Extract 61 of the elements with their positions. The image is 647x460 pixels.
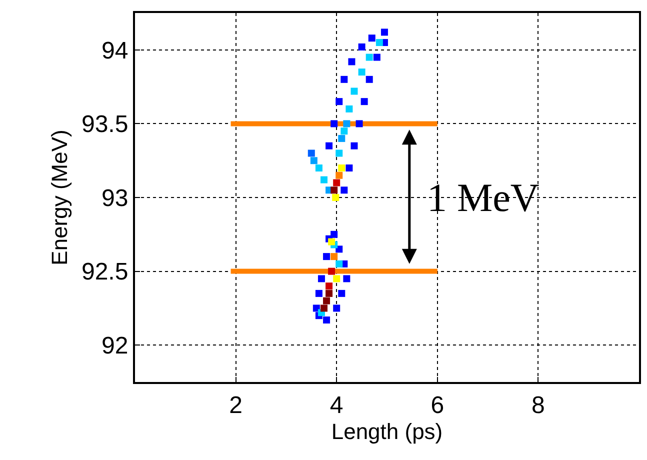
point — [330, 230, 338, 238]
point — [380, 28, 388, 36]
y-tick-label: 93.5 — [81, 111, 128, 138]
point — [318, 275, 325, 282]
point — [343, 275, 350, 282]
x-tick-label: 8 — [532, 392, 545, 419]
y-tick-label: 92.5 — [81, 258, 128, 286]
point — [326, 282, 333, 290]
point — [376, 39, 383, 46]
point — [350, 142, 358, 150]
y-tick-label: 94 — [101, 37, 128, 64]
point — [328, 268, 336, 275]
point — [338, 290, 346, 297]
y-axis-title: Energy (MeV) — [46, 130, 72, 266]
point — [348, 58, 356, 66]
point — [346, 164, 353, 172]
y-tick-label: 92 — [101, 332, 128, 360]
point — [366, 54, 373, 61]
point — [332, 194, 340, 201]
point — [360, 98, 368, 106]
point — [336, 260, 343, 268]
point — [346, 105, 353, 112]
point — [366, 76, 373, 83]
point — [310, 157, 318, 164]
point — [323, 297, 330, 304]
point — [373, 54, 380, 61]
point — [308, 150, 315, 157]
point — [315, 164, 322, 172]
point — [333, 275, 340, 282]
point — [356, 120, 363, 128]
point — [320, 176, 328, 184]
point — [358, 68, 366, 76]
point — [326, 142, 333, 150]
point — [323, 253, 330, 260]
x-tick-label: 4 — [330, 392, 344, 419]
point — [333, 179, 340, 186]
point — [340, 186, 348, 194]
point — [330, 120, 338, 128]
point — [320, 304, 328, 312]
point — [326, 290, 333, 297]
point — [315, 290, 322, 297]
x-axis-title: Length (ps) — [331, 418, 443, 444]
point — [368, 34, 376, 42]
point — [333, 304, 340, 312]
point — [328, 238, 336, 246]
point — [336, 150, 343, 157]
point — [336, 98, 343, 106]
point — [350, 88, 358, 95]
x-tick-label: 6 — [430, 392, 444, 419]
point — [358, 43, 366, 50]
point — [338, 134, 346, 142]
point — [323, 316, 330, 324]
point — [340, 128, 348, 135]
point — [343, 120, 350, 128]
point — [336, 172, 343, 179]
y-tick-label: 93 — [101, 184, 128, 212]
point — [340, 76, 348, 83]
x-tick-label: 2 — [229, 392, 242, 419]
point — [330, 186, 338, 194]
point — [330, 253, 338, 260]
point — [338, 164, 346, 172]
